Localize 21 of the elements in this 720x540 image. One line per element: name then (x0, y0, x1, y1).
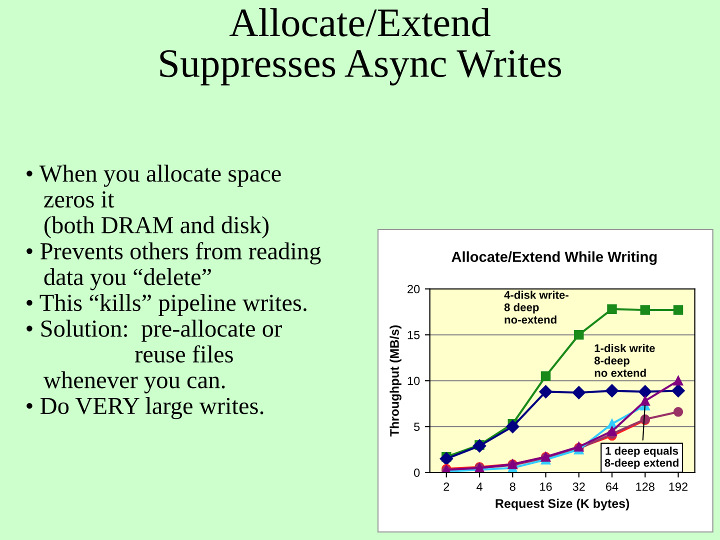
text: • When you allocate space zeros it (both DRAM and disk) • Prevents others from reading data you “delete” • This “kills” pipeline writes. • Solution: pre-allocate or reuse files whenever you can. • Do VERY large writes. (26, 164, 321, 420)
annotation: 1-disk write 8-deep no extend (594, 344, 655, 377)
x-tick-label: 8 (510, 482, 516, 491)
y-tick-label: 0 (414, 468, 420, 477)
y-axis-title: Throughput (MB/s) (390, 325, 402, 436)
x-tick-label: 32 (572, 482, 585, 491)
y-tick-label: 5 (414, 422, 420, 431)
x-tick-label: 64 (606, 482, 618, 491)
x-tick-label: 192 (669, 482, 688, 491)
x-tick-label: 2 (444, 482, 450, 491)
y-tick-label: 10 (408, 376, 420, 386)
y-tick-label: 20 (408, 284, 420, 294)
x-axis-title: Request Size (K bytes) (496, 498, 630, 510)
annotation: 1 deep equals 8-deep extend (604, 446, 678, 469)
x-tick-label: 16 (540, 482, 552, 491)
y-tick-label: 15 (408, 330, 420, 340)
x-tick-label: 128 (636, 482, 654, 491)
annotation: 4-disk write- 8 deep no-extend (504, 290, 568, 324)
chart-title: Allocate/Extend Suppresses Async Writes (160, 8, 561, 86)
chart-subtitle: Allocate/Extend While Writing (452, 251, 657, 265)
x-tick-label: 4 (476, 482, 482, 491)
